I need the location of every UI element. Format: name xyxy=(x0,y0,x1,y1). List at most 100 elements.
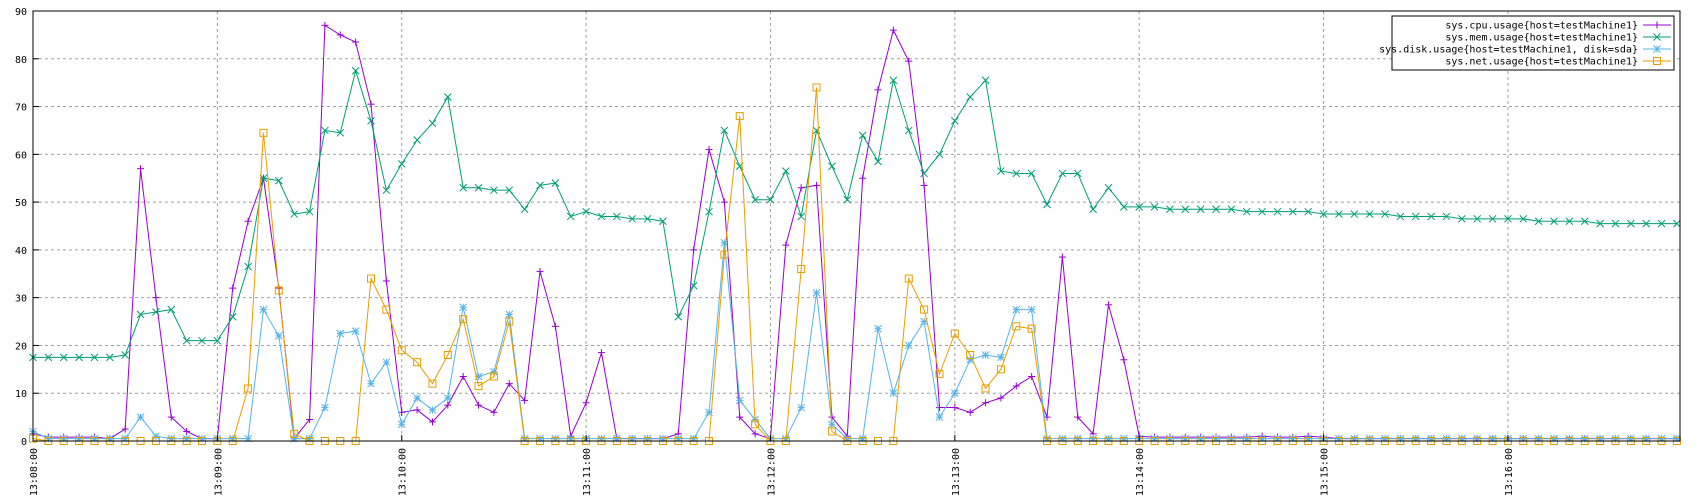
legend-label: sys.net.usage{host=testMachine1} xyxy=(1445,57,1638,68)
data-point xyxy=(1227,205,1236,214)
data-point xyxy=(827,427,836,436)
data-point xyxy=(1058,253,1066,261)
data-point xyxy=(751,430,759,438)
data-point xyxy=(259,305,268,314)
data-point xyxy=(474,382,483,391)
legend: sys.cpu.usage{host=testMachine1}sys.mem.… xyxy=(1379,15,1675,71)
data-point xyxy=(397,346,406,355)
data-point xyxy=(1242,207,1251,216)
data-point xyxy=(413,136,421,144)
data-point xyxy=(797,212,806,221)
data-point xyxy=(582,207,590,216)
data-point xyxy=(1273,207,1282,216)
data-point xyxy=(904,341,913,350)
data-point xyxy=(1580,217,1589,226)
data-point xyxy=(336,329,345,338)
data-point xyxy=(1642,219,1651,228)
data-point xyxy=(1135,203,1144,211)
data-point xyxy=(935,150,944,159)
data-point xyxy=(1504,214,1512,223)
data-point xyxy=(874,324,882,333)
data-point xyxy=(489,372,498,381)
data-point xyxy=(1626,219,1635,228)
data-point xyxy=(490,186,498,195)
data-point xyxy=(274,286,283,295)
data-point xyxy=(1027,305,1036,314)
data-point xyxy=(1150,203,1159,211)
data-point xyxy=(459,303,468,312)
data-point xyxy=(428,418,436,426)
legend-label: sys.disk.usage{host=testMachine1, disk=s… xyxy=(1379,45,1638,56)
y-tick-label: 20 xyxy=(15,341,27,352)
data-point xyxy=(443,351,452,359)
data-point xyxy=(336,31,344,39)
legend-box xyxy=(1391,15,1675,71)
data-point xyxy=(351,66,360,75)
data-point xyxy=(1657,219,1666,228)
data-point xyxy=(152,308,160,316)
grid-lines xyxy=(33,11,1680,441)
data-point xyxy=(705,207,713,216)
data-point xyxy=(551,179,560,187)
data-point xyxy=(843,195,852,204)
data-point xyxy=(1104,301,1112,309)
data-point xyxy=(735,396,744,405)
data-point xyxy=(428,406,437,414)
x-axis: 13:08:00 13:09:00 13:10:00 13:11:00 13:12:00… xyxy=(29,435,1515,496)
data-point xyxy=(321,126,329,135)
data-point xyxy=(1027,324,1036,333)
data-point xyxy=(1166,205,1174,214)
data-point xyxy=(413,406,421,414)
data-point xyxy=(766,195,775,204)
data-point xyxy=(1073,169,1082,178)
data-point xyxy=(1319,210,1328,218)
data-point xyxy=(1012,169,1021,178)
x-tick-label: 13:14:00 xyxy=(1135,448,1146,496)
data-point xyxy=(1212,205,1220,214)
data-point xyxy=(1550,217,1558,226)
data-point xyxy=(566,212,575,221)
data-point xyxy=(459,373,467,380)
y-axis: 0 10 20 30 40 50 60 70 80 90 xyxy=(15,7,39,448)
x-tick-label: 13:15:00 xyxy=(1320,448,1331,496)
data-point xyxy=(382,305,391,314)
data-point xyxy=(413,358,422,367)
y-tick-label: 40 xyxy=(15,246,27,257)
data-point xyxy=(1596,219,1604,228)
data-point xyxy=(244,217,252,225)
data-point xyxy=(751,195,759,204)
data-point xyxy=(198,336,206,345)
data-point xyxy=(274,176,283,185)
data-point xyxy=(305,207,314,216)
data-point xyxy=(1089,205,1097,214)
y-tick-label: 70 xyxy=(15,103,27,114)
data-point xyxy=(996,365,1005,374)
data-point xyxy=(874,86,882,94)
data-point xyxy=(382,358,391,367)
data-point xyxy=(858,131,867,140)
data-point xyxy=(152,432,160,441)
data-point xyxy=(1350,210,1359,218)
data-point xyxy=(950,329,959,338)
data-point xyxy=(997,167,1005,175)
data-point xyxy=(705,146,713,154)
data-point xyxy=(582,399,590,407)
x-tick-label: 13:09:00 xyxy=(213,448,224,496)
data-point xyxy=(874,157,882,166)
data-point xyxy=(75,353,83,362)
data-point xyxy=(183,427,191,435)
data-point xyxy=(1012,322,1021,331)
data-point xyxy=(612,212,621,221)
data-point xyxy=(690,246,698,254)
data-point xyxy=(274,332,283,340)
data-point xyxy=(244,262,252,271)
data-point xyxy=(1381,210,1389,218)
data-point xyxy=(44,353,53,362)
data-point xyxy=(797,184,805,192)
legend-label: sys.cpu.usage{host=testMachine1} xyxy=(1445,21,1638,32)
data-point xyxy=(982,399,990,407)
data-point xyxy=(889,389,898,398)
data-point xyxy=(228,312,237,321)
data-point xyxy=(121,351,130,359)
data-point xyxy=(904,126,913,135)
